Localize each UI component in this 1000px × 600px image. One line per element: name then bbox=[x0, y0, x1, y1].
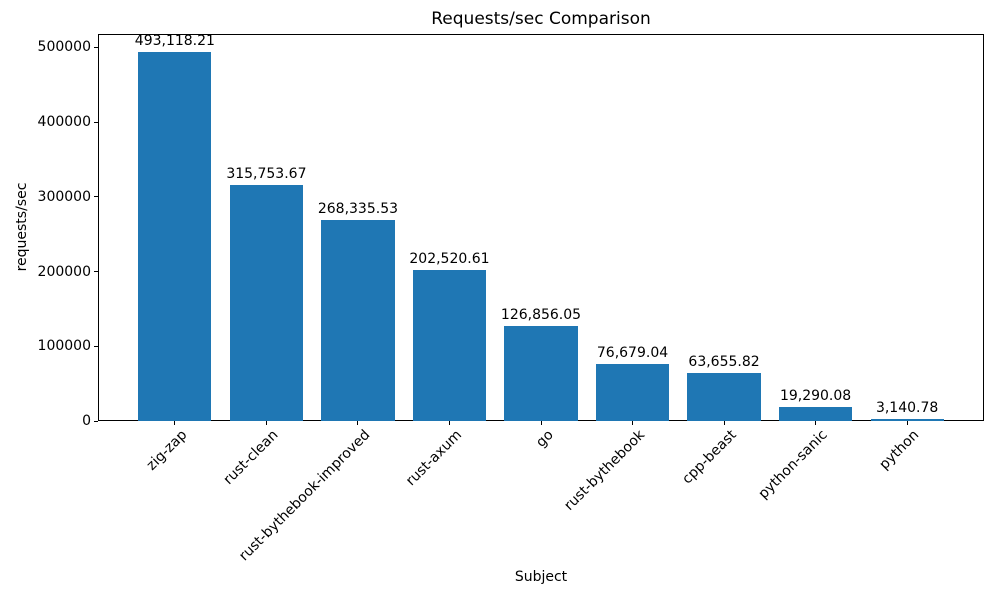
bar-value-label: 268,335.53 bbox=[317, 201, 399, 218]
y-tick-label: 300000 bbox=[37, 188, 91, 205]
bar-value-label: 315,753.67 bbox=[226, 165, 307, 182]
y-tick-label: 100000 bbox=[37, 338, 91, 355]
bar bbox=[229, 184, 304, 421]
x-tick-label: go bbox=[532, 427, 557, 451]
x-tick-label: rust-bythebook bbox=[561, 427, 648, 514]
x-tick-label: cpp-beast bbox=[678, 427, 740, 488]
x-tick-label: rust-axum bbox=[402, 427, 465, 490]
x-tick-label: zig-zap bbox=[143, 427, 191, 474]
y-tick-label: 200000 bbox=[37, 263, 91, 280]
bar bbox=[595, 363, 670, 421]
y-tick-mark bbox=[94, 271, 98, 272]
x-tick-mark bbox=[357, 421, 359, 425]
bar bbox=[321, 220, 395, 421]
x-axis-label: Subject bbox=[514, 569, 568, 585]
x-tick-mark bbox=[540, 421, 542, 425]
x-tick-mark bbox=[174, 421, 176, 425]
y-tick-mark bbox=[94, 420, 98, 422]
bar-value-label: 19,290.08 bbox=[779, 387, 852, 404]
x-tick-mark bbox=[265, 421, 267, 425]
bar bbox=[778, 406, 853, 421]
y-tick-label: 0 bbox=[82, 413, 91, 429]
bar-value-label: 76,679.04 bbox=[596, 344, 669, 361]
y-tick-label: 500000 bbox=[37, 39, 91, 56]
y-tick-label: 400000 bbox=[37, 114, 91, 131]
bar-value-label: 63,655.82 bbox=[688, 354, 760, 371]
chart-title: Requests/sec Comparison bbox=[431, 9, 651, 29]
bar bbox=[504, 326, 578, 421]
y-tick-mark bbox=[94, 345, 98, 347]
bar-value-label: 493,118.21 bbox=[134, 33, 215, 50]
x-tick-mark bbox=[906, 421, 908, 425]
bar bbox=[412, 269, 487, 421]
x-tick-label: rust-clean bbox=[220, 427, 282, 488]
bar-value-label: 202,520.61 bbox=[409, 250, 490, 267]
x-tick-mark bbox=[723, 421, 725, 425]
x-tick-mark bbox=[632, 421, 634, 425]
x-tick-mark bbox=[448, 421, 450, 425]
bar bbox=[870, 418, 944, 421]
y-tick-mark bbox=[94, 121, 98, 123]
bar bbox=[687, 373, 761, 421]
x-tick-label: python bbox=[876, 427, 923, 473]
bar bbox=[138, 52, 212, 421]
y-tick-mark bbox=[94, 196, 98, 198]
bar-value-label: 126,856.05 bbox=[500, 307, 582, 324]
x-tick-label: python-sanic bbox=[755, 427, 831, 503]
x-tick-mark bbox=[815, 421, 817, 425]
y-tick-mark bbox=[94, 46, 98, 48]
bar-value-label: 3,140.78 bbox=[875, 399, 939, 416]
